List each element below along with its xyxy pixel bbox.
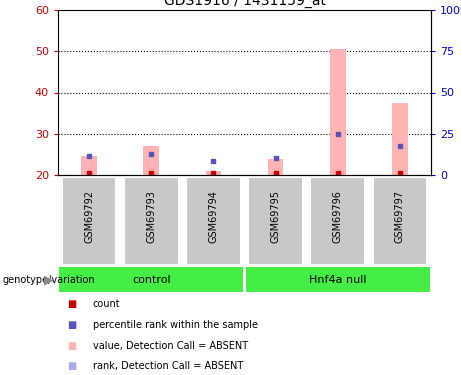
Text: count: count [93,299,120,309]
Text: GSM69792: GSM69792 [84,190,94,243]
Bar [143,146,159,175]
Bar [81,156,97,175]
Bar [392,103,408,175]
Text: GSM69794: GSM69794 [208,190,219,243]
Text: ■: ■ [67,299,77,309]
Text: ■: ■ [67,320,77,330]
Text: control: control [132,274,171,285]
Bar [310,177,365,265]
Bar [124,177,178,265]
Text: GSM69795: GSM69795 [271,190,281,243]
Bar [62,177,117,265]
Bar [268,159,284,175]
Bar [372,177,427,265]
Text: genotype/variation: genotype/variation [2,274,95,285]
Bar [206,171,221,175]
Text: ▶: ▶ [44,273,53,286]
Bar [59,267,243,292]
Text: GSM69793: GSM69793 [146,190,156,243]
Text: ■: ■ [67,340,77,351]
Bar [246,267,430,292]
Bar [248,177,303,265]
Text: rank, Detection Call = ABSENT: rank, Detection Call = ABSENT [93,361,243,371]
Title: GDS1916 / 1431159_at: GDS1916 / 1431159_at [164,0,325,8]
Text: GSM69797: GSM69797 [395,190,405,243]
Bar [330,49,346,175]
Text: value, Detection Call = ABSENT: value, Detection Call = ABSENT [93,340,248,351]
Text: Hnf4a null: Hnf4a null [309,274,366,285]
Text: GSM69796: GSM69796 [333,190,343,243]
Text: percentile rank within the sample: percentile rank within the sample [93,320,258,330]
Text: ■: ■ [67,361,77,371]
Bar [186,177,241,265]
